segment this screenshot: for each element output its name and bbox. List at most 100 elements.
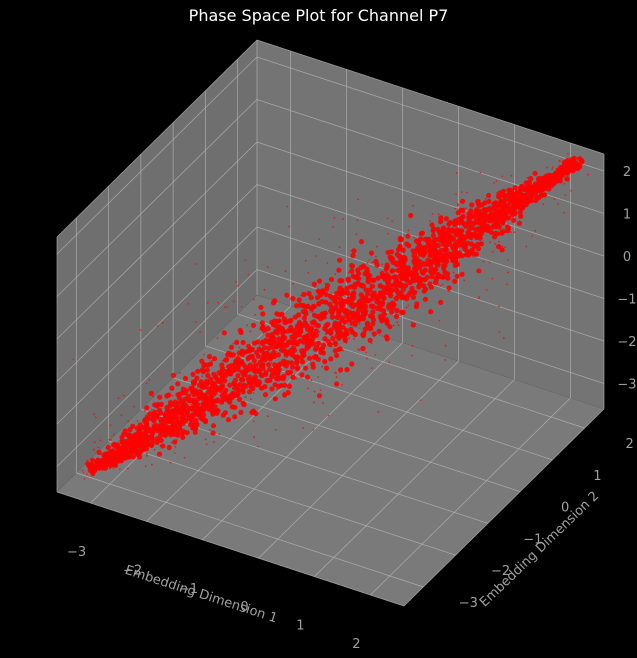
scatter-point: [194, 321, 197, 324]
scatter-point: [276, 375, 282, 381]
scatter-point: [222, 360, 225, 363]
scatter-point: [485, 214, 491, 220]
scatter-point: [481, 237, 484, 240]
scatter-point: [482, 218, 488, 224]
scatter-point: [226, 393, 232, 399]
scatter-point: [219, 362, 225, 368]
scatter-point: [464, 207, 467, 210]
scatter-point: [370, 367, 373, 369]
scatter-point: [394, 308, 400, 314]
scatter-point: [127, 467, 129, 470]
scatter-point: [369, 283, 375, 289]
scatter-point: [443, 241, 449, 247]
scatter-point: [246, 343, 252, 349]
scatter-point: [110, 448, 116, 454]
scatter-point: [199, 358, 205, 364]
scatter-point: [419, 230, 425, 236]
scatter-point: [107, 463, 110, 465]
scatter-point: [166, 445, 172, 451]
scatter-point: [408, 212, 414, 219]
scatter-point: [150, 427, 156, 433]
scatter-point: [457, 220, 463, 226]
scatter-point: [345, 276, 351, 282]
scatter-point: [577, 156, 583, 162]
grid-line-x-floor: [258, 360, 459, 559]
scatter-point: [327, 304, 329, 306]
scatter-point: [258, 304, 264, 310]
scatter-point: [282, 382, 288, 388]
scatter-point: [344, 367, 350, 373]
y-tick-label: 0: [561, 501, 569, 516]
scatter-point: [389, 302, 395, 308]
scatter-point: [332, 348, 338, 354]
scatter-point: [352, 321, 358, 327]
scatter-point: [205, 443, 208, 446]
scatter-point: [234, 339, 240, 345]
scatter-point: [360, 345, 366, 352]
scatter-point: [389, 268, 395, 274]
scatter-point: [418, 255, 420, 258]
scatter-point: [310, 341, 317, 347]
scatter-point: [346, 296, 352, 302]
scatter-point: [127, 445, 133, 451]
scatter-point: [145, 452, 148, 455]
scatter-point: [266, 345, 272, 351]
scatter-point: [333, 217, 336, 219]
scatter-point: [501, 245, 504, 248]
scatter-point: [324, 329, 327, 331]
axis-panes: [57, 40, 604, 606]
scatter-point: [180, 428, 186, 434]
scatter-point: [106, 455, 108, 457]
scatter-point: [240, 362, 246, 368]
scatter-point: [499, 230, 505, 236]
scatter-point: [99, 439, 102, 442]
scatter-point: [423, 286, 429, 292]
scatter-point: [294, 354, 300, 360]
grid-line-z-right: [256, 56, 605, 172]
scatter-point: [428, 244, 434, 250]
scatter-point: [348, 302, 354, 308]
scatter-point: [455, 193, 458, 196]
scatter-point: [183, 402, 189, 408]
scatter-point: [96, 449, 102, 455]
scatter-point: [370, 342, 373, 345]
scatter-point: [506, 283, 508, 286]
scatter-point: [184, 410, 190, 416]
scatter-point: [558, 159, 561, 162]
scatter-point: [307, 355, 313, 361]
scatter-point: [232, 300, 235, 303]
scatter-point: [156, 451, 163, 457]
scatter-point: [499, 247, 505, 253]
scatter-point: [451, 250, 457, 256]
scatter-point: [502, 337, 505, 340]
scatter-point: [530, 187, 536, 193]
scatter-point: [112, 460, 115, 463]
scatter-point: [316, 278, 323, 284]
scatter-point: [163, 425, 169, 431]
scatter-point: [205, 372, 211, 379]
scatter-point: [364, 266, 370, 272]
scatter-point: [566, 168, 572, 174]
scatter-point: [349, 361, 355, 367]
scatter-point: [204, 438, 207, 441]
scatter-point: [305, 303, 311, 310]
scatter-point: [275, 318, 281, 324]
scatter-point: [262, 384, 268, 390]
scatter-point: [350, 313, 357, 319]
scatter-point: [250, 398, 252, 401]
scatter-point: [317, 292, 324, 298]
scatter-point: [466, 215, 472, 221]
scatter-point: [562, 166, 568, 172]
scatter-point: [400, 264, 406, 271]
scatter-point: [170, 427, 176, 434]
scatter-point: [237, 284, 240, 287]
scatter-point: [257, 445, 259, 448]
x-tick-label: −2: [123, 563, 142, 578]
scatter-point: [232, 414, 238, 420]
scatter-point: [339, 278, 345, 284]
scatter-point: [335, 294, 338, 296]
scatter-point: [385, 305, 388, 308]
scatter-point: [306, 290, 312, 297]
scatter-point: [198, 395, 204, 401]
